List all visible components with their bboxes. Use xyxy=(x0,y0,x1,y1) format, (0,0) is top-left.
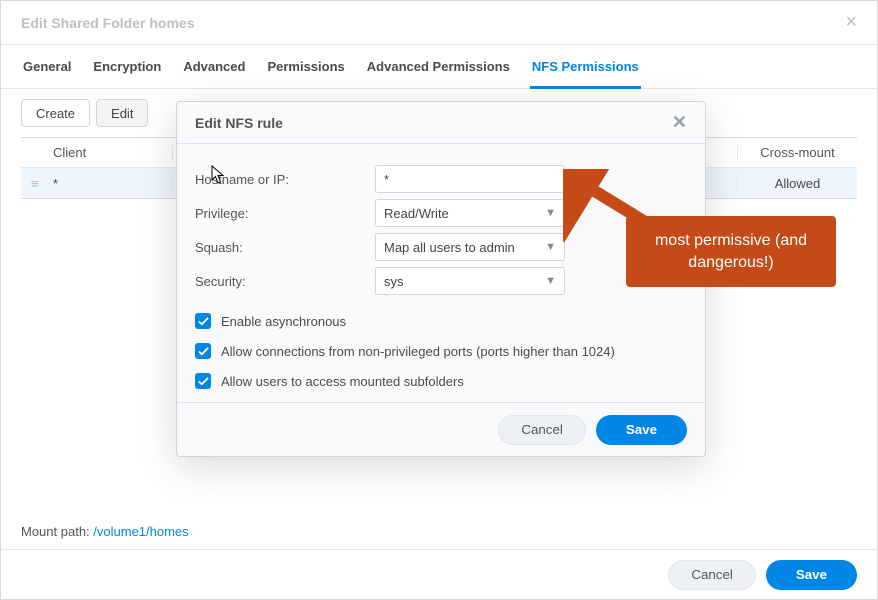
tab-bar: General Encryption Advanced Permissions … xyxy=(1,45,877,89)
tab-permissions[interactable]: Permissions xyxy=(265,45,346,88)
checkbox-checked-icon xyxy=(195,373,211,389)
privilege-select[interactable]: Read/Write ▼ xyxy=(375,199,565,227)
check-subfolders[interactable]: Allow users to access mounted subfolders xyxy=(195,366,687,396)
mount-path-label: Mount path: xyxy=(21,524,93,539)
privilege-label: Privilege: xyxy=(195,206,375,221)
security-label: Security: xyxy=(195,274,375,289)
chevron-down-icon: ▼ xyxy=(545,275,556,287)
host-label: Hostname or IP: xyxy=(195,172,375,187)
titlebar: Edit Shared Folder homes × xyxy=(1,1,877,45)
security-value: sys xyxy=(384,274,404,289)
check-async[interactable]: Enable asynchronous xyxy=(195,306,687,336)
check-subfolders-label: Allow users to access mounted subfolders xyxy=(221,374,464,389)
security-select[interactable]: sys ▼ xyxy=(375,267,565,295)
window-title: Edit Shared Folder homes xyxy=(21,15,194,31)
create-button[interactable]: Create xyxy=(21,99,90,127)
host-input[interactable] xyxy=(375,165,565,193)
tab-general[interactable]: General xyxy=(21,45,73,88)
check-nonpriv-label: Allow connections from non-privileged po… xyxy=(221,344,615,359)
dialog-close-icon[interactable]: ✕ xyxy=(672,112,687,133)
info-icon[interactable]: i xyxy=(571,170,589,188)
cell-client: * xyxy=(43,176,173,191)
window-footer: Cancel Save xyxy=(1,549,877,599)
chevron-down-icon: ▼ xyxy=(545,241,556,253)
edit-button[interactable]: Edit xyxy=(96,99,148,127)
squash-label: Squash: xyxy=(195,240,375,255)
edit-shared-folder-window: Edit Shared Folder homes × General Encry… xyxy=(0,0,878,600)
chevron-down-icon: ▼ xyxy=(545,207,556,219)
col-client: Client xyxy=(43,145,173,160)
drag-handle-icon[interactable]: ≡ xyxy=(21,176,43,191)
mount-path: Mount path: /volume1/homes xyxy=(21,524,189,539)
squash-value: Map all users to admin xyxy=(384,240,515,255)
cell-cross-mount: Allowed xyxy=(737,176,857,191)
mount-path-link[interactable]: /volume1/homes xyxy=(93,524,188,539)
dialog-title: Edit NFS rule xyxy=(195,115,283,131)
cancel-button[interactable]: Cancel xyxy=(668,560,756,590)
tab-encryption[interactable]: Encryption xyxy=(91,45,163,88)
squash-select[interactable]: Map all users to admin ▼ xyxy=(375,233,565,261)
check-async-label: Enable asynchronous xyxy=(221,314,346,329)
col-cross-mount: Cross-mount xyxy=(737,145,857,160)
close-icon[interactable]: × xyxy=(845,11,857,34)
dialog-header: Edit NFS rule ✕ xyxy=(177,102,705,144)
tab-nfs-permissions[interactable]: NFS Permissions xyxy=(530,45,641,88)
dialog-cancel-button[interactable]: Cancel xyxy=(498,415,586,445)
annotation-callout: most permissive (and dangerous!) xyxy=(626,216,836,287)
privilege-value: Read/Write xyxy=(384,206,449,221)
dialog-footer: Cancel Save xyxy=(177,402,705,456)
checkbox-checked-icon xyxy=(195,343,211,359)
save-button[interactable]: Save xyxy=(766,560,857,590)
checkbox-checked-icon xyxy=(195,313,211,329)
check-nonpriv-ports[interactable]: Allow connections from non-privileged po… xyxy=(195,336,687,366)
dialog-save-button[interactable]: Save xyxy=(596,415,687,445)
tab-advanced[interactable]: Advanced xyxy=(181,45,247,88)
tab-advanced-permissions[interactable]: Advanced Permissions xyxy=(365,45,512,88)
